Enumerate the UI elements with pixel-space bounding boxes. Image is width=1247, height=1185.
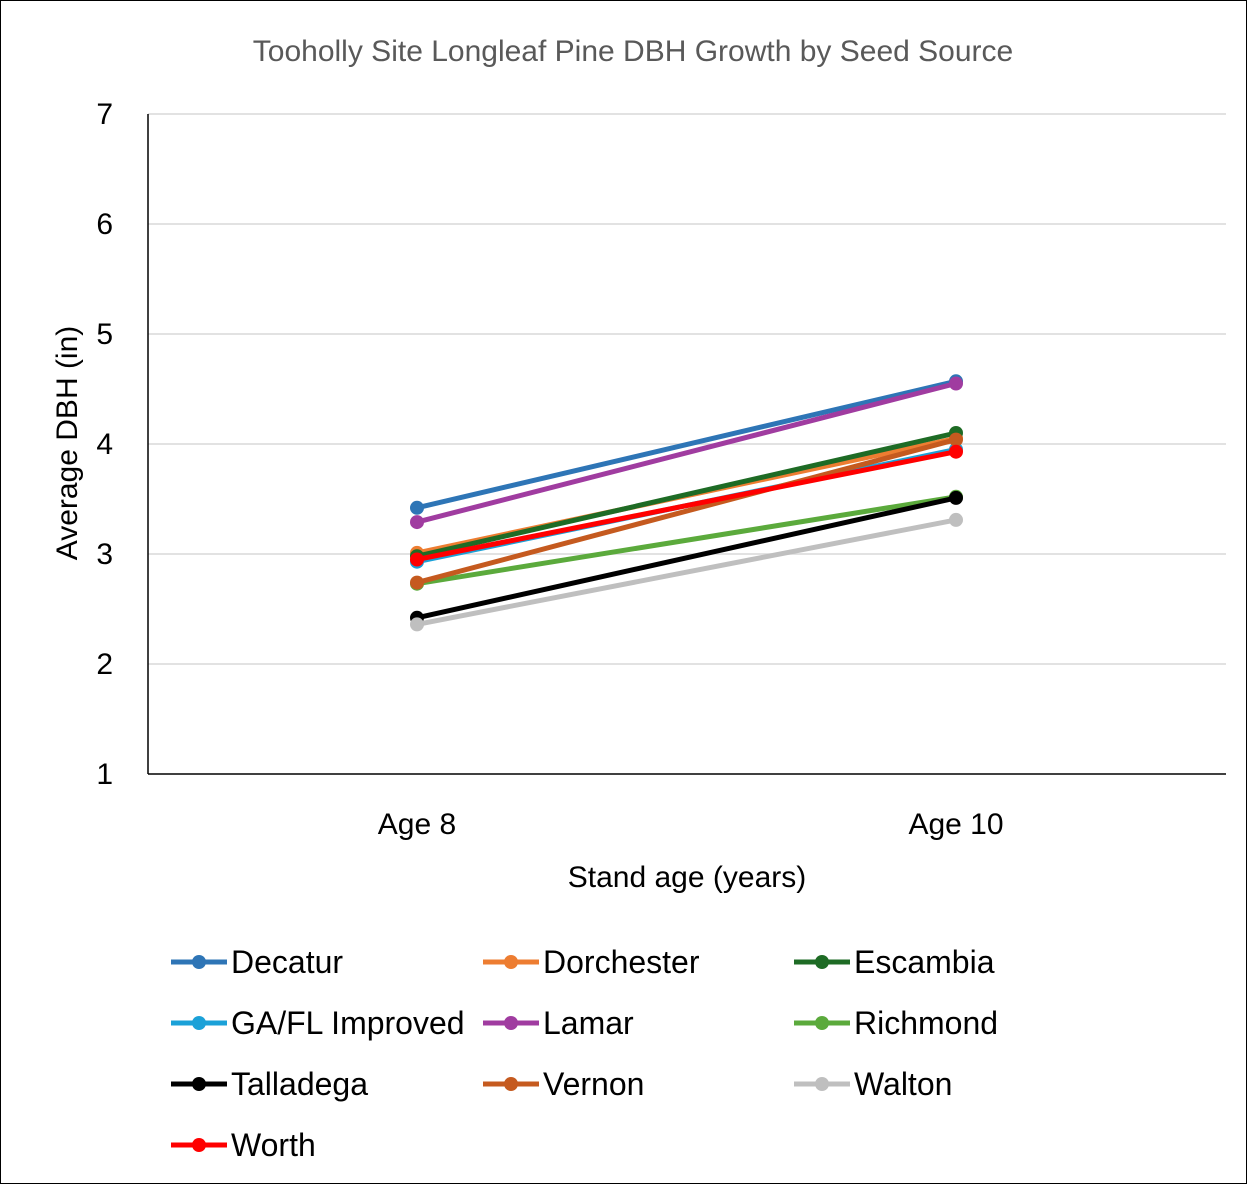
legend-label: Vernon: [543, 1066, 644, 1102]
legend-item: Decatur: [171, 944, 343, 980]
y-tick-label: 7: [96, 98, 113, 131]
data-point: [410, 575, 424, 590]
y-tick-label: 2: [96, 648, 113, 681]
series-line: [414, 449, 959, 562]
series-line: [414, 437, 959, 586]
legend-marker: [192, 1077, 206, 1091]
legend-item: Lamar: [483, 1005, 634, 1041]
y-axis-title: Average DBH (in): [51, 326, 84, 561]
series-line: [414, 517, 959, 627]
legend-item: GA/FL Improved: [171, 1005, 465, 1041]
legend-item: Richmond: [794, 1005, 998, 1041]
legend-item: Dorchester: [483, 944, 700, 980]
legend-item: Talladega: [171, 1066, 368, 1102]
y-tick-label: 1: [96, 758, 113, 791]
legend-label: Walton: [854, 1066, 952, 1102]
data-point: [949, 512, 963, 527]
series-line: [414, 381, 959, 525]
legend-label: Talladega: [231, 1066, 368, 1102]
legend-marker: [504, 1077, 518, 1091]
data-point: [949, 444, 963, 459]
chart-title: Tooholly Site Longleaf Pine DBH Growth b…: [253, 35, 1013, 68]
series-lamar: [410, 376, 963, 530]
y-tick-label: 3: [96, 538, 113, 571]
legend-marker: [192, 1138, 206, 1152]
series-walton: [410, 512, 963, 632]
data-point: [949, 432, 963, 447]
series-line: [414, 378, 959, 511]
data-point: [410, 500, 424, 515]
legend-item: Worth: [171, 1127, 316, 1163]
legend-item: Walton: [794, 1066, 952, 1102]
series-line: [414, 494, 959, 587]
data-point: [949, 490, 963, 505]
legend-label: Decatur: [231, 944, 343, 980]
legend-label: GA/FL Improved: [231, 1005, 465, 1041]
legend-marker: [815, 1077, 829, 1091]
legend-label: Dorchester: [543, 944, 700, 980]
legend-item: Escambia: [794, 944, 995, 980]
series-lines: [410, 374, 963, 632]
gridlines: [148, 113, 1226, 665]
legend-marker: [192, 1016, 206, 1030]
series-worth: [410, 444, 963, 567]
legend-label: Escambia: [854, 944, 995, 980]
y-tick-label: 5: [96, 318, 113, 351]
x-axis-title: Stand age (years): [568, 861, 806, 894]
legend-label: Richmond: [854, 1005, 998, 1041]
legend-marker: [504, 1016, 518, 1030]
series-line: [414, 495, 959, 621]
data-point: [410, 552, 424, 567]
y-tick-label: 4: [96, 428, 113, 461]
series-vernon: [410, 432, 963, 590]
data-point: [410, 617, 424, 632]
legend-item: Vernon: [483, 1066, 644, 1102]
legend: Decatur Dorchester Escambia GA/FL Improved L…: [171, 944, 998, 1163]
legend-marker: [192, 955, 206, 969]
y-tick-label: 6: [96, 208, 113, 241]
legend-label: Lamar: [543, 1005, 634, 1041]
x-tick-label: Age 8: [378, 808, 456, 841]
x-tick-label: Age 10: [908, 808, 1003, 841]
legend-marker: [815, 1016, 829, 1030]
data-point: [410, 515, 424, 530]
series-line: [414, 430, 959, 559]
axes: 1 2 3 4 5 6 7 Age 8 Age 10: [96, 98, 1226, 841]
legend-label: Worth: [231, 1127, 316, 1163]
data-point: [949, 376, 963, 391]
legend-marker: [815, 955, 829, 969]
legend-marker: [504, 955, 518, 969]
